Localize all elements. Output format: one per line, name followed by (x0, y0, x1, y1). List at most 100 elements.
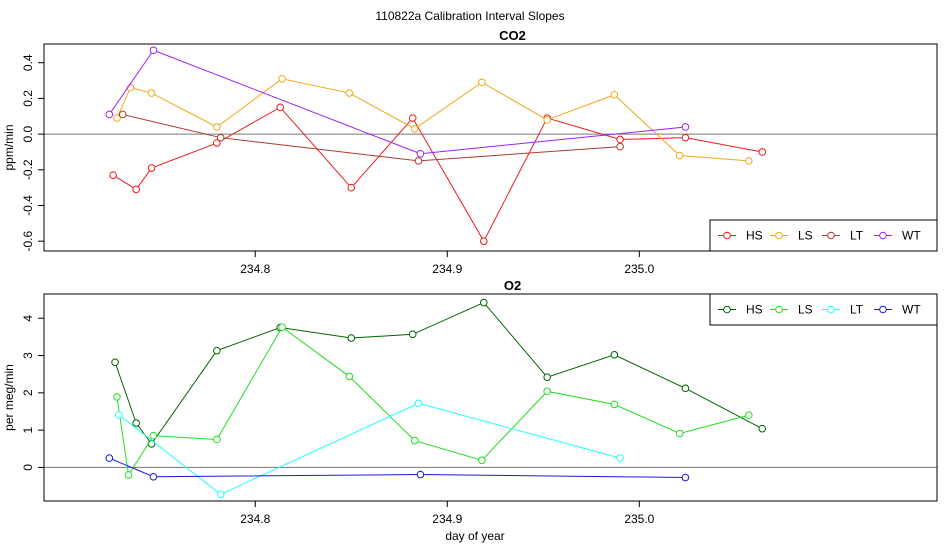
data-point (276, 103, 285, 112)
data-point (758, 424, 767, 433)
y-tick-label: 0.2 (21, 90, 35, 107)
data-point (414, 157, 423, 165)
data-point (416, 470, 425, 479)
data-point (543, 373, 551, 381)
data-point (744, 411, 753, 420)
data-point (111, 358, 119, 367)
co2-panel: CO2 -0.6 -0.4 -0.2 0.0 0.2 0.4 ppm/min 234.8 234.… (2, 28, 938, 276)
legend-swatch-marker (723, 231, 731, 240)
y-tick-label: 2 (21, 389, 35, 396)
data-point (278, 74, 286, 83)
data-point (681, 384, 690, 393)
legend-label: WT (902, 303, 921, 317)
o2-panel: O2 0 1 2 3 4 per meg/min 234.8 234.9 235.0 HS LS LT W… (2, 278, 938, 526)
data-point (132, 419, 140, 427)
series-line (112, 106, 763, 243)
legend: HS LS LT WT (709, 293, 938, 326)
data-point (149, 46, 158, 55)
series-ls (113, 74, 753, 165)
data-point (347, 334, 356, 342)
data-point (113, 114, 121, 122)
data-point (681, 133, 690, 142)
data-point (478, 78, 486, 87)
data-point (213, 139, 221, 147)
panel-title: O2 (504, 278, 521, 293)
data-point (105, 454, 114, 462)
data-point (147, 164, 156, 172)
data-point (118, 110, 127, 119)
legend-label: HS (746, 303, 763, 317)
data-point (414, 399, 423, 408)
data-point (758, 148, 767, 156)
data-point (109, 171, 117, 179)
data-point (213, 123, 221, 131)
data-point (213, 435, 221, 444)
plot-frame (43, 43, 938, 252)
y-tick-label: 0 (21, 464, 35, 471)
data-point (610, 400, 619, 409)
figure-title: 110822a Calibration Interval Slopes (375, 9, 564, 23)
legend-swatch-marker (775, 305, 783, 314)
legend-label: HS (746, 229, 763, 243)
x-tick-label: 234.8 (240, 512, 270, 526)
data-point (216, 490, 225, 499)
series-lt (115, 399, 624, 499)
data-point (681, 123, 690, 131)
data-point (610, 91, 619, 99)
legend-label: LS (798, 303, 813, 317)
panel-title: CO2 (499, 28, 526, 43)
legend-swatch-marker (827, 305, 835, 314)
y-tick-label: -0.6 (21, 231, 35, 252)
legend: HS LS LT WT (709, 219, 938, 252)
y-tick-label: 3 (21, 352, 35, 359)
x-tick-label: 234.9 (432, 512, 462, 526)
data-point (616, 454, 624, 462)
series-lt (118, 110, 624, 165)
data-point (744, 157, 753, 165)
x-axis-label: day of year (445, 529, 504, 543)
data-point (278, 323, 286, 331)
plot-frame (43, 293, 938, 502)
data-point (113, 393, 121, 401)
data-point (124, 471, 133, 479)
y-axis-label: ppm/min (2, 124, 16, 170)
legend-label: LT (850, 303, 864, 317)
data-point (610, 350, 619, 359)
legend-swatch-marker (879, 305, 887, 314)
data-point (410, 436, 419, 445)
series-line (114, 301, 763, 445)
data-point (543, 116, 551, 124)
series-line (116, 78, 749, 162)
series-line (108, 49, 686, 155)
x-tick-label: 235.0 (624, 512, 654, 526)
legend-label: WT (902, 229, 921, 243)
data-point (216, 133, 225, 142)
data-point (147, 89, 156, 97)
legend-swatch-marker (879, 231, 887, 240)
legend-swatch-marker (723, 305, 731, 314)
data-point (479, 237, 488, 245)
y-tick-label: 1 (21, 426, 35, 433)
series-hs (109, 103, 767, 245)
data-point (616, 142, 624, 151)
data-point (543, 387, 551, 396)
data-point (115, 411, 123, 419)
y-tick-label: 0.0 (21, 125, 35, 142)
x-tick-label: 235.0 (624, 262, 654, 276)
data-point (675, 429, 684, 438)
series-wt (105, 46, 690, 158)
data-point (416, 149, 425, 158)
legend-label: LT (850, 229, 864, 243)
y-tick-label: -0.4 (21, 195, 35, 216)
data-point (408, 114, 417, 122)
series-line (122, 114, 621, 162)
data-point (132, 185, 140, 194)
data-point (681, 473, 690, 482)
y-tick-label: -0.2 (21, 159, 35, 180)
y-tick-label: 0.4 (21, 54, 35, 71)
data-point (213, 346, 221, 355)
legend-swatch-marker (775, 231, 783, 240)
data-point (345, 89, 354, 97)
series-wt (105, 454, 690, 482)
data-point (105, 110, 114, 119)
